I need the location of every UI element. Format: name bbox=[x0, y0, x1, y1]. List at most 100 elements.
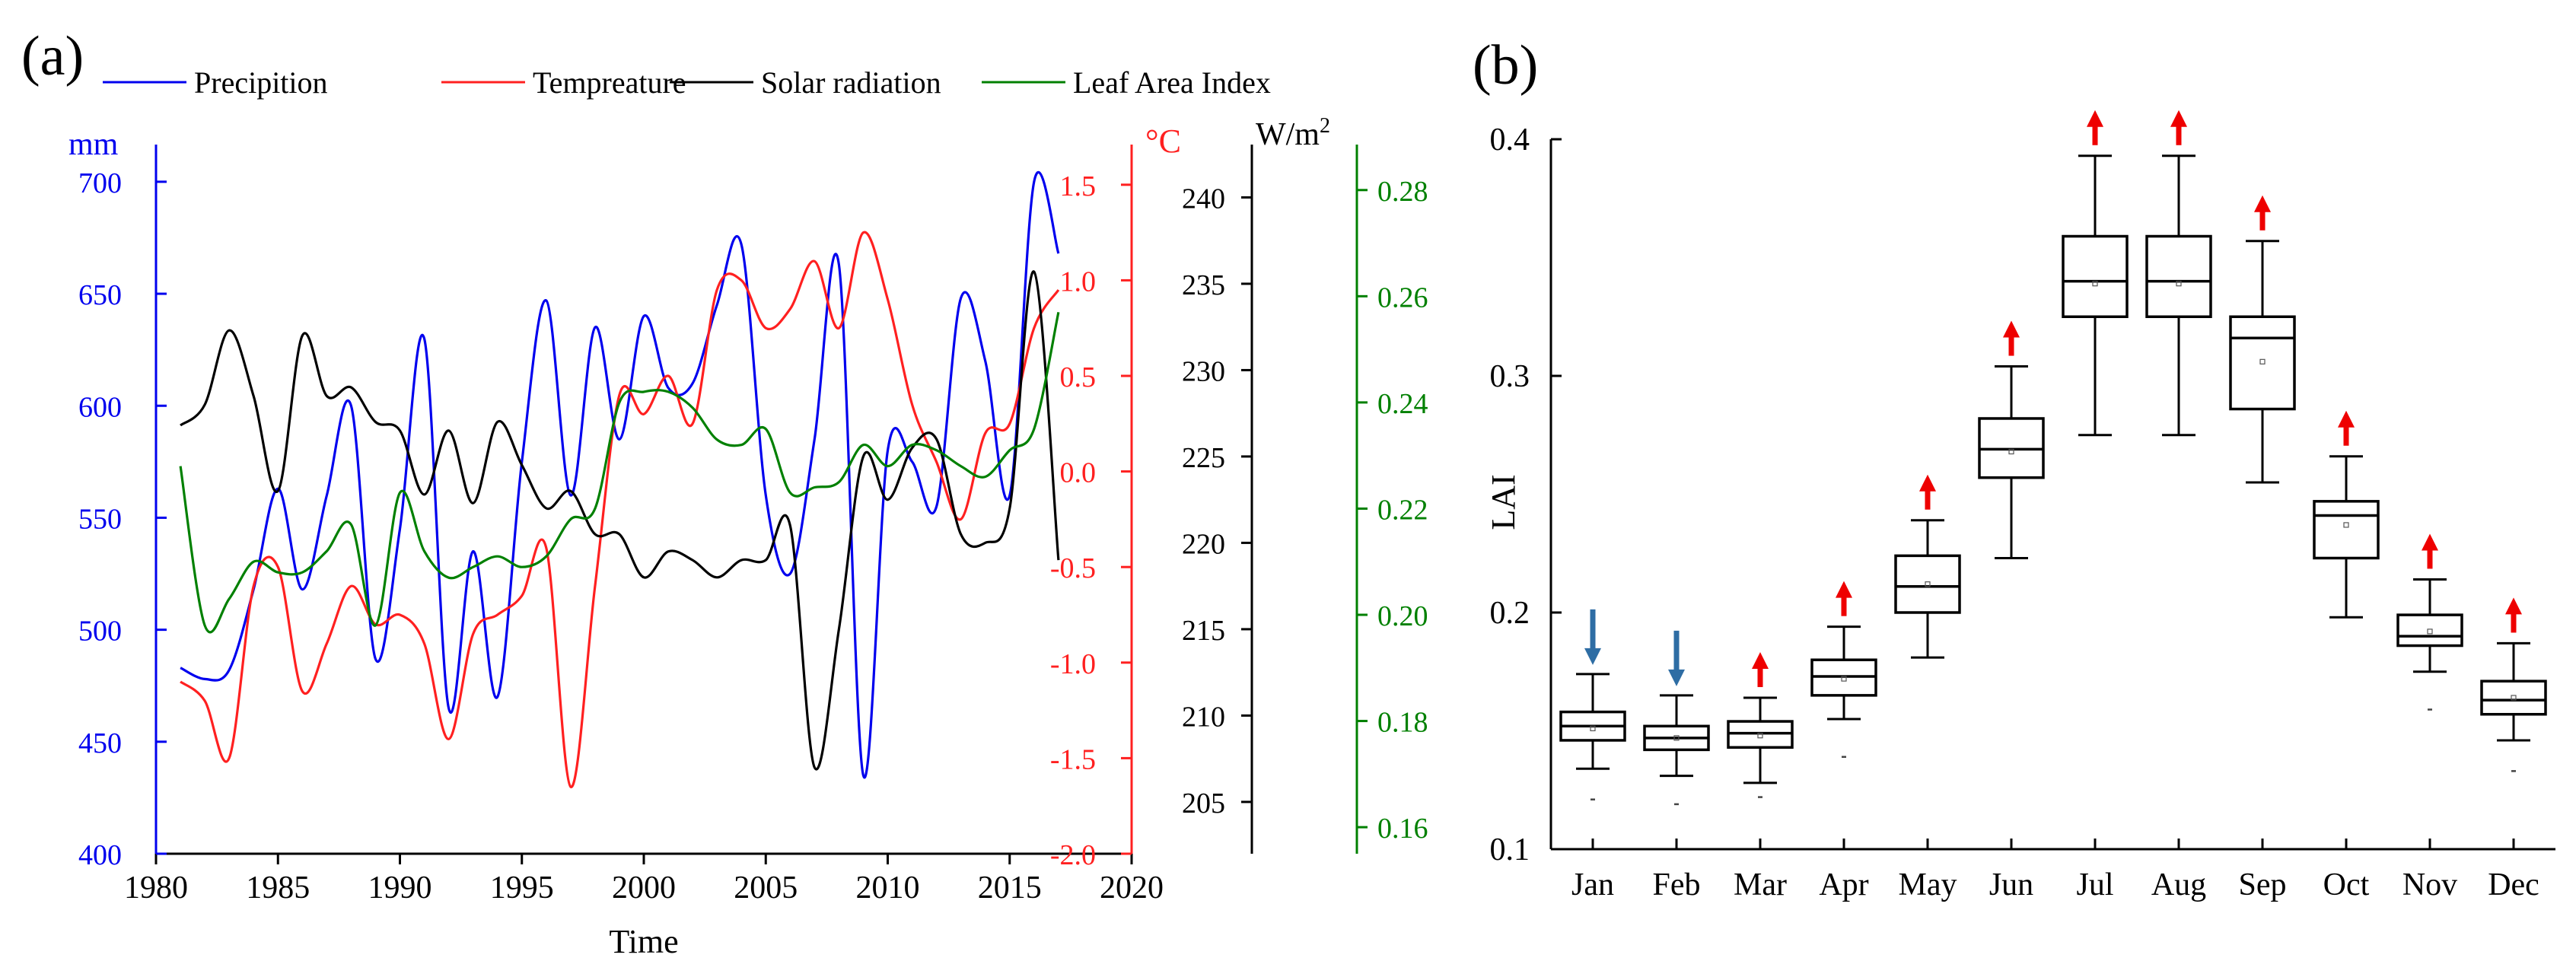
trend-arrow-down-icon bbox=[1668, 669, 1685, 686]
panel-b: (b) 0.1 0.2 0.3 0.4 LAI Jan Feb Mar Apr May Jun Jul A… bbox=[1473, 34, 2555, 902]
box-jun: Jun bbox=[1978, 320, 2045, 902]
box-may: May bbox=[1894, 474, 1961, 902]
mean-marker bbox=[1673, 735, 1680, 741]
lai-tick-label: 0.16 bbox=[1377, 813, 1428, 845]
mean-marker bbox=[1757, 733, 1763, 739]
temp-tick-label: 0.0 bbox=[1060, 457, 1097, 489]
trend-arrow-down-icon bbox=[1584, 648, 1601, 665]
legend-entry-2: Solar radiation bbox=[670, 65, 941, 100]
legend-label: Leaf Area Index bbox=[1073, 65, 1271, 100]
b-y-tick-label: 0.2 bbox=[1490, 596, 1530, 631]
box-iqr bbox=[2145, 234, 2212, 319]
precip-tick-label: 400 bbox=[78, 839, 122, 871]
precip-tick-label: 450 bbox=[78, 727, 122, 759]
series-line-lai bbox=[179, 311, 1060, 634]
legend-entry-0: Precipition bbox=[103, 65, 328, 100]
legend-entry-3: Leaf Area Index bbox=[982, 65, 1271, 100]
solar-axis: 205 210 215 220 225 230 235 240 bbox=[1182, 145, 1253, 854]
solar-unit-base: W/m bbox=[1256, 117, 1320, 152]
lai-tick-label: 0.26 bbox=[1377, 282, 1428, 313]
box-oct: Oct bbox=[2313, 410, 2380, 902]
precip-tick-label: 700 bbox=[78, 167, 122, 199]
solar-tick-label: 235 bbox=[1182, 269, 1225, 301]
box-mar: Mar bbox=[1727, 651, 1794, 902]
trend-arrow-up-icon bbox=[1752, 651, 1769, 669]
b-x-tick-label: Mar bbox=[1734, 867, 1787, 902]
trend-arrow-up-icon bbox=[2170, 110, 2187, 127]
box-iqr bbox=[2062, 234, 2129, 319]
series-line-solar bbox=[180, 270, 1060, 771]
box-jan: Jan bbox=[1559, 609, 1626, 902]
mean-marker bbox=[2092, 281, 2098, 287]
b-x-tick-label: Oct bbox=[2323, 867, 2370, 902]
box-dec: Dec bbox=[2480, 597, 2547, 902]
trend-arrow-up-icon bbox=[2422, 533, 2438, 551]
box-iqr bbox=[2313, 500, 2380, 560]
solar-tick-label: 205 bbox=[1182, 788, 1225, 819]
solar-tick-label: 240 bbox=[1182, 183, 1225, 215]
lai-tick-label: 0.28 bbox=[1377, 176, 1428, 208]
box-jul: Jul bbox=[2062, 110, 2129, 902]
box-sep: Sep bbox=[2229, 195, 2296, 902]
temp-tick-label: -2.0 bbox=[1050, 839, 1096, 871]
precip-unit-label: mm bbox=[68, 127, 119, 162]
mean-marker bbox=[2511, 695, 2517, 701]
series-line-precip bbox=[180, 171, 1060, 779]
b-y-axis-title: LAI bbox=[1485, 474, 1522, 530]
x-tick-label: 2020 bbox=[1100, 870, 1164, 905]
trend-arrow-up-icon bbox=[1919, 474, 1936, 492]
mean-marker bbox=[2259, 358, 2266, 364]
b-x-tick-label: Jan bbox=[1571, 867, 1614, 902]
box-iqr bbox=[2396, 613, 2463, 648]
b-x-tick-label: Aug bbox=[2151, 867, 2206, 902]
b-x-tick-label: Nov bbox=[2402, 867, 2457, 902]
mean-marker bbox=[2343, 522, 2349, 528]
temp-tick-label: -1.0 bbox=[1050, 648, 1096, 680]
precip-tick-label: 500 bbox=[78, 616, 122, 648]
precip-tick-label: 550 bbox=[78, 503, 122, 535]
b-x-tick-label: Feb bbox=[1653, 867, 1701, 902]
panel-b-label: (b) bbox=[1473, 34, 1538, 97]
box-nov: Nov bbox=[2396, 533, 2463, 902]
temp-tick-label: -0.5 bbox=[1050, 552, 1096, 584]
temp-tick-label: 1.0 bbox=[1060, 266, 1097, 298]
trend-arrow-up-icon bbox=[1836, 581, 1852, 598]
solar-unit-label: W/m2 bbox=[1256, 114, 1330, 152]
x-tick-label: 2005 bbox=[734, 870, 798, 905]
x-tick-label: 2015 bbox=[978, 870, 1042, 905]
b-y-tick-label: 0.3 bbox=[1490, 359, 1530, 394]
legend-entry-1: Tempreature bbox=[441, 65, 686, 100]
box-aug: Aug bbox=[2145, 110, 2212, 902]
trend-arrow-up-icon bbox=[2087, 110, 2103, 127]
temp-axis: -2.0 -1.5 -1.0 -0.5 0.0 0.5 1.0 1.5 bbox=[1050, 145, 1133, 871]
b-x-tick-label: Dec bbox=[2488, 867, 2539, 902]
mean-marker bbox=[2176, 281, 2182, 287]
box-iqr bbox=[2229, 315, 2296, 411]
b-x-tick-label: Apr bbox=[1819, 867, 1868, 902]
legend-label: Solar radiation bbox=[761, 65, 941, 100]
lai-tick-label: 0.18 bbox=[1377, 707, 1428, 739]
precip-tick-label: 600 bbox=[78, 391, 122, 423]
temp-tick-label: 0.5 bbox=[1060, 361, 1097, 393]
b-x-tick-label: Jul bbox=[2076, 867, 2113, 902]
trend-arrow-up-icon bbox=[2505, 597, 2522, 615]
trend-arrow-up-icon bbox=[2338, 410, 2355, 428]
precip-tick-label: 650 bbox=[78, 279, 122, 311]
solar-tick-label: 220 bbox=[1182, 528, 1225, 560]
mean-marker bbox=[1841, 676, 1847, 682]
b-y-tick-label: 0.1 bbox=[1490, 832, 1530, 867]
solar-tick-label: 225 bbox=[1182, 442, 1225, 474]
series-points-temp bbox=[180, 233, 1059, 788]
mean-marker bbox=[2008, 448, 2014, 455]
box-feb: Feb bbox=[1643, 630, 1710, 902]
x-tick-label: 1980 bbox=[124, 870, 188, 905]
series-points-lai bbox=[180, 312, 1059, 625]
x-tick-label: 1985 bbox=[246, 870, 310, 905]
solar-unit-superscript: 2 bbox=[1320, 114, 1330, 138]
x-axis-title: Time bbox=[609, 923, 678, 960]
lai-axis: 0.16 0.18 0.20 0.22 0.24 0.26 0.28 bbox=[1355, 145, 1428, 854]
lai-tick-label: 0.24 bbox=[1377, 388, 1428, 420]
solar-tick-label: 230 bbox=[1182, 355, 1225, 387]
mean-marker bbox=[2427, 629, 2433, 635]
legend-label: Precipition bbox=[194, 65, 328, 100]
